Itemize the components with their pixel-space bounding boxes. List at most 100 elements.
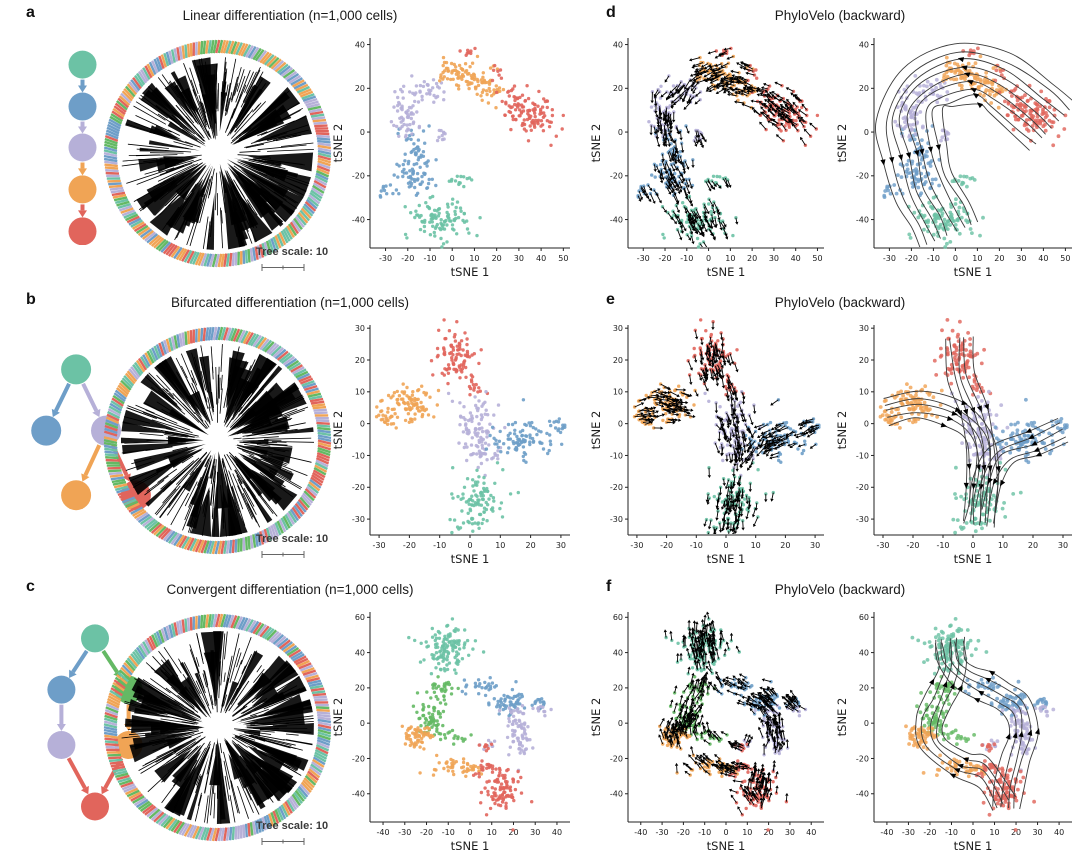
svg-text:-30: -30: [379, 254, 392, 263]
svg-text:0: 0: [467, 541, 472, 550]
svg-text:-20: -20: [420, 828, 433, 837]
panel-title-d: PhyloVelo (backward): [774, 8, 906, 23]
svg-text:-40: -40: [352, 790, 365, 799]
svg-text:30: 30: [355, 324, 365, 333]
panel-label-a: a: [26, 4, 35, 21]
tree-scale-bar-c: [261, 838, 305, 845]
svg-text:-40: -40: [610, 215, 623, 224]
svg-text:10: 10: [495, 541, 505, 550]
tree-scale-bar-b: [261, 551, 305, 558]
tsne-plot-b: -30 -20 -10 0 10 20 30 -30 -20 -10 0 10 20 30 tSNE 1 tS…: [331, 318, 570, 566]
panel-title-b: Bifurcated differentiation (n=1,000 cell…: [170, 295, 410, 310]
svg-text:60: 60: [355, 613, 365, 622]
panel-f: f PhyloVelo (backward) -40 -30 -20 -10 0 10 20…: [580, 574, 1080, 861]
svg-text:tSNE 2: tSNE 2: [331, 411, 345, 450]
tsne-plot-c: -40 -30 -20 -10 0 10 20 30 40 -40 -20 0 20 40 60 tSNE 1…: [331, 612, 570, 853]
svg-text:20: 20: [508, 828, 518, 837]
svg-text:40: 40: [791, 254, 801, 263]
panel-title-c: Convergent differentiation (n=1,000 cell…: [166, 582, 414, 597]
svg-text:40: 40: [355, 40, 365, 49]
differentiation-diagram-linear: [68, 50, 97, 245]
tsne-plot-a: -30 -20 -10 0 10 20 30 40 50 -40 -20 0 20 40 tSNE 1 tSN…: [331, 38, 570, 279]
svg-text:-30: -30: [398, 828, 411, 837]
panel-label-e: e: [606, 291, 615, 308]
panel-title-f: PhyloVelo (backward): [774, 582, 906, 597]
svg-text:0: 0: [706, 254, 711, 263]
velocity-plot-d: -30 -20 -10 0 10 20 30 40 50 -40 -20 0 20 40 tSNE 1 tSN…: [589, 38, 824, 279]
svg-text:-30: -30: [373, 541, 386, 550]
panel-label-f: f: [606, 578, 612, 595]
svg-text:40: 40: [536, 254, 546, 263]
svg-text:-20: -20: [352, 483, 365, 492]
svg-text:20: 20: [613, 84, 623, 93]
svg-text:30: 30: [556, 541, 566, 550]
svg-text:-20: -20: [401, 254, 414, 263]
tree-scale-bar-a: [261, 264, 305, 271]
svg-text:20: 20: [747, 254, 757, 263]
svg-text:-10: -10: [680, 254, 693, 263]
svg-text:tSNE 1: tSNE 1: [451, 265, 490, 279]
svg-text:0: 0: [360, 719, 365, 728]
svg-text:0: 0: [467, 828, 472, 837]
svg-text:20: 20: [355, 684, 365, 693]
panel-c: c Convergent differentiation (n=1,000 ce…: [0, 574, 580, 861]
panel-title-e: PhyloVelo (backward): [774, 295, 906, 310]
svg-text:20: 20: [355, 356, 365, 365]
svg-text:30: 30: [769, 254, 779, 263]
tree-scale-label-a: Tree scale: 10: [256, 246, 329, 258]
panel-title-a: Linear differentiation (n=1,000 cells): [182, 8, 398, 23]
svg-text:0: 0: [360, 128, 365, 137]
svg-text:-20: -20: [352, 172, 365, 181]
svg-text:tSNE 2: tSNE 2: [589, 124, 603, 163]
svg-text:0: 0: [450, 254, 455, 263]
panel-label-c: c: [26, 578, 35, 595]
tree-scale-label-c: Tree scale: 10: [256, 820, 329, 832]
svg-text:20: 20: [355, 84, 365, 93]
phylo-tree-b: [103, 326, 332, 555]
panel-label-d: d: [606, 4, 616, 21]
svg-text:10: 10: [725, 254, 735, 263]
svg-text:-20: -20: [403, 541, 416, 550]
svg-text:-40: -40: [377, 828, 390, 837]
svg-text:50: 50: [558, 254, 568, 263]
svg-text:10: 10: [487, 828, 497, 837]
svg-text:tSNE 1: tSNE 1: [707, 265, 746, 279]
svg-text:tSNE 2: tSNE 2: [331, 698, 345, 737]
svg-text:50: 50: [812, 254, 822, 263]
panel-e: e PhyloVelo (backward) -30 -20 -10 0 10 20 30-…: [580, 287, 1080, 574]
svg-text:10: 10: [469, 254, 479, 263]
phylo-tree-a: [103, 39, 332, 268]
svg-text:40: 40: [613, 40, 623, 49]
svg-text:tSNE 1: tSNE 1: [451, 839, 490, 853]
svg-text:40: 40: [552, 828, 562, 837]
svg-text:-10: -10: [352, 451, 365, 460]
svg-text:20: 20: [526, 541, 536, 550]
panel-a: a Linear differentiation (n=1,000 cells)…: [0, 0, 580, 287]
panel-d: d PhyloVelo (backward) -30 -20 -10 0 10 20 30 4…: [580, 0, 1080, 287]
svg-text:tSNE 2: tSNE 2: [331, 124, 345, 163]
svg-text:-20: -20: [658, 254, 671, 263]
svg-text:-30: -30: [352, 515, 365, 524]
svg-text:-20: -20: [610, 172, 623, 181]
svg-text:-20: -20: [352, 754, 365, 763]
svg-text:30: 30: [514, 254, 524, 263]
svg-text:20: 20: [492, 254, 502, 263]
svg-text:10: 10: [355, 388, 365, 397]
svg-text:0: 0: [618, 128, 623, 137]
svg-text:-10: -10: [433, 541, 446, 550]
svg-text:-40: -40: [352, 215, 365, 224]
svg-text:-10: -10: [442, 828, 455, 837]
panel-b: b Bifurcated differentiation (n=1,000 ce…: [0, 287, 580, 574]
panel-label-b: b: [26, 291, 36, 308]
svg-text:-30: -30: [637, 254, 650, 263]
svg-text:30: 30: [530, 828, 540, 837]
phylo-tree-c: [103, 613, 332, 842]
svg-text:tSNE 1: tSNE 1: [451, 552, 490, 566]
svg-text:-10: -10: [423, 254, 436, 263]
tree-scale-label-b: Tree scale: 10: [256, 533, 329, 545]
